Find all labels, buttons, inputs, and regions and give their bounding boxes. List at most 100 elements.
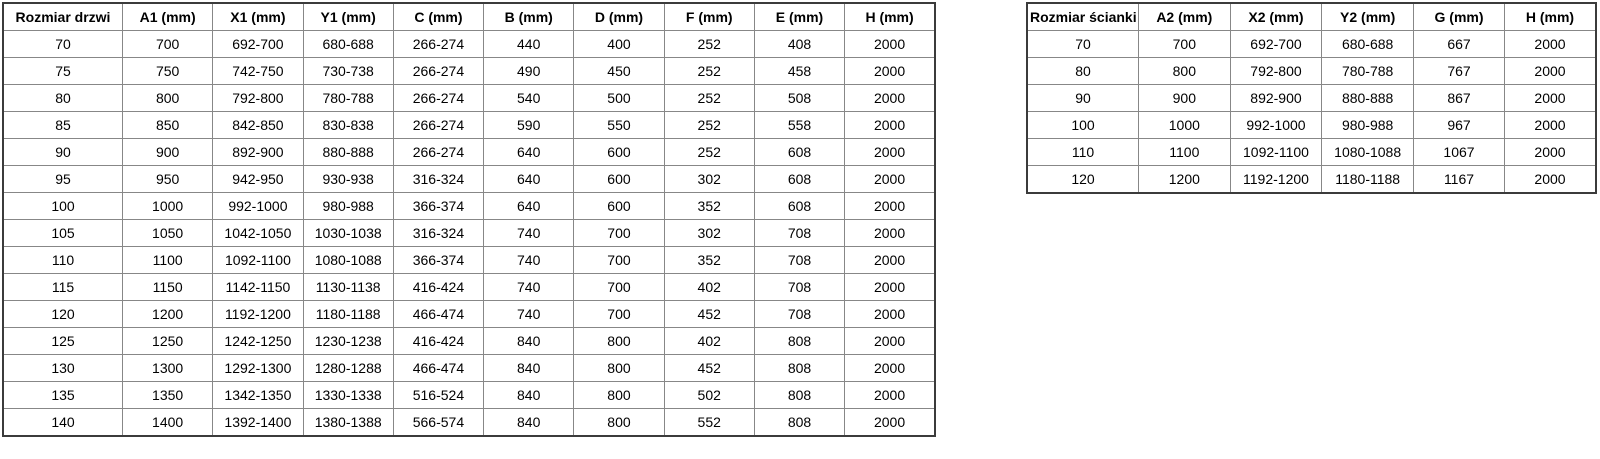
table-cell: 452 [663, 300, 755, 328]
table-cell: 1150 [121, 273, 214, 301]
table-cell: 740 [483, 273, 575, 301]
table-cell: 708 [753, 273, 846, 301]
table-cell: 502 [663, 381, 755, 409]
table-cell: 800 [121, 84, 214, 112]
table-cell: 2000 [844, 381, 936, 409]
table-row: 140 1400 1392-1400 1380-1388 566-574 840 800 55… [2, 408, 936, 437]
table-cell: 840 [483, 381, 575, 409]
table-cell: 1142-1150 [212, 273, 304, 301]
table-cell: 1100 [121, 246, 214, 274]
table-cell: 640 [483, 165, 575, 193]
table-cell: 540 [483, 84, 575, 112]
table-cell: 700 [573, 273, 665, 301]
table-cell: 2000 [1504, 84, 1597, 112]
table-cell: 2000 [844, 111, 936, 139]
table-cell: 500 [573, 84, 665, 112]
table-cell: 120 [2, 300, 123, 328]
table-cell: 490 [483, 57, 575, 85]
column-header: D (mm) [573, 2, 665, 31]
table-row: 80 800 792-800 780-788 266-274 540 500 252 508 20… [2, 84, 936, 112]
table-cell: 366-374 [392, 246, 485, 274]
table-cell: 842-850 [212, 111, 304, 139]
table-cell: 2000 [844, 219, 936, 247]
column-header: Y2 (mm) [1321, 2, 1414, 31]
table-cell: 408 [753, 30, 846, 58]
table-cell: 1250 [121, 327, 214, 355]
table-cell: 466-474 [392, 354, 485, 382]
table-cell: 1067 [1413, 138, 1505, 166]
table-cell: 600 [573, 138, 665, 166]
table-row: 115 1150 1142-1150 1130-1138 416-424 740 700 40… [2, 273, 936, 301]
table-cell: 2000 [844, 84, 936, 112]
table-cell: 105 [2, 219, 123, 247]
table-cell: 566-574 [392, 408, 485, 437]
table-cell: 125 [2, 327, 123, 355]
table-cell: 1330-1338 [302, 381, 394, 409]
table-cell: 2000 [1504, 30, 1597, 58]
table-row: 70 700 692-700 680-688 667 2000 [1026, 30, 1597, 58]
table-row: 75 750 742-750 730-738 266-274 490 450 252 458 20… [2, 57, 936, 85]
table-cell: 80 [1026, 57, 1139, 85]
table-row: 80 800 792-800 780-788 767 2000 [1026, 57, 1597, 85]
table-cell: 266-274 [392, 111, 485, 139]
table-cell: 1300 [121, 354, 214, 382]
table-cell: 316-324 [392, 165, 485, 193]
table-cell: 700 [573, 246, 665, 274]
table-cell: 70 [1026, 30, 1139, 58]
table-cell: 100 [1026, 111, 1139, 139]
table-cell: 930-938 [302, 165, 394, 193]
table-cell: 800 [573, 327, 665, 355]
column-header: E (mm) [753, 2, 846, 31]
table-cell: 892-900 [212, 138, 304, 166]
table-cell: 600 [573, 165, 665, 193]
table-cell: 1000 [1138, 111, 1231, 139]
table-cell: 830-838 [302, 111, 394, 139]
table-cell: 1192-1200 [212, 300, 304, 328]
table-cell: 2000 [1504, 138, 1597, 166]
table-cell: 402 [663, 273, 755, 301]
table-cell: 708 [753, 246, 846, 274]
table-cell: 1030-1038 [302, 219, 394, 247]
table-cell: 880-888 [1321, 84, 1414, 112]
table-cell: 352 [663, 246, 755, 274]
table-row: 95 950 942-950 930-938 316-324 640 600 302 608 20… [2, 165, 936, 193]
table-cell: 680-688 [1321, 30, 1414, 58]
table-cell: 2000 [844, 165, 936, 193]
table-cell: 2000 [844, 246, 936, 274]
table-cell: 808 [753, 408, 846, 437]
table-cell: 302 [663, 165, 755, 193]
table-cell: 750 [121, 57, 214, 85]
table-cell: 2000 [844, 57, 936, 85]
table-cell: 867 [1413, 84, 1505, 112]
table-cell: 316-324 [392, 219, 485, 247]
table-row: 110 1100 1092-1100 1080-1088 1067 2000 [1026, 138, 1597, 166]
table-cell: 708 [753, 219, 846, 247]
header-row: Rozmiar ścianki A2 (mm) X2 (mm) Y2 (mm) G (m… [1026, 2, 1597, 31]
table-cell: 140 [2, 408, 123, 437]
table-cell: 700 [1138, 30, 1231, 58]
column-header: F (mm) [663, 2, 755, 31]
table-cell: 1092-1100 [1229, 138, 1323, 166]
table-cell: 416-424 [392, 273, 485, 301]
table-cell: 880-888 [302, 138, 394, 166]
table-cell: 508 [753, 84, 846, 112]
table-cell: 800 [573, 381, 665, 409]
table-cell: 850 [121, 111, 214, 139]
table-cell: 608 [753, 192, 846, 220]
table-cell: 700 [573, 219, 665, 247]
table-cell: 135 [2, 381, 123, 409]
table-cell: 110 [1026, 138, 1139, 166]
table-cell: 1200 [121, 300, 214, 328]
table-row: 120 1200 1192-1200 1180-1188 1167 2000 [1026, 165, 1597, 194]
table-cell: 740 [483, 300, 575, 328]
table-cell: 2000 [844, 300, 936, 328]
table-cell: 440 [483, 30, 575, 58]
table-cell: 2000 [844, 408, 936, 437]
table-cell: 2000 [844, 30, 936, 58]
table-cell: 942-950 [212, 165, 304, 193]
column-header: Rozmiar ścianki [1026, 2, 1139, 31]
table-cell: 252 [663, 57, 755, 85]
table-cell: 1130-1138 [302, 273, 394, 301]
table-cell: 302 [663, 219, 755, 247]
